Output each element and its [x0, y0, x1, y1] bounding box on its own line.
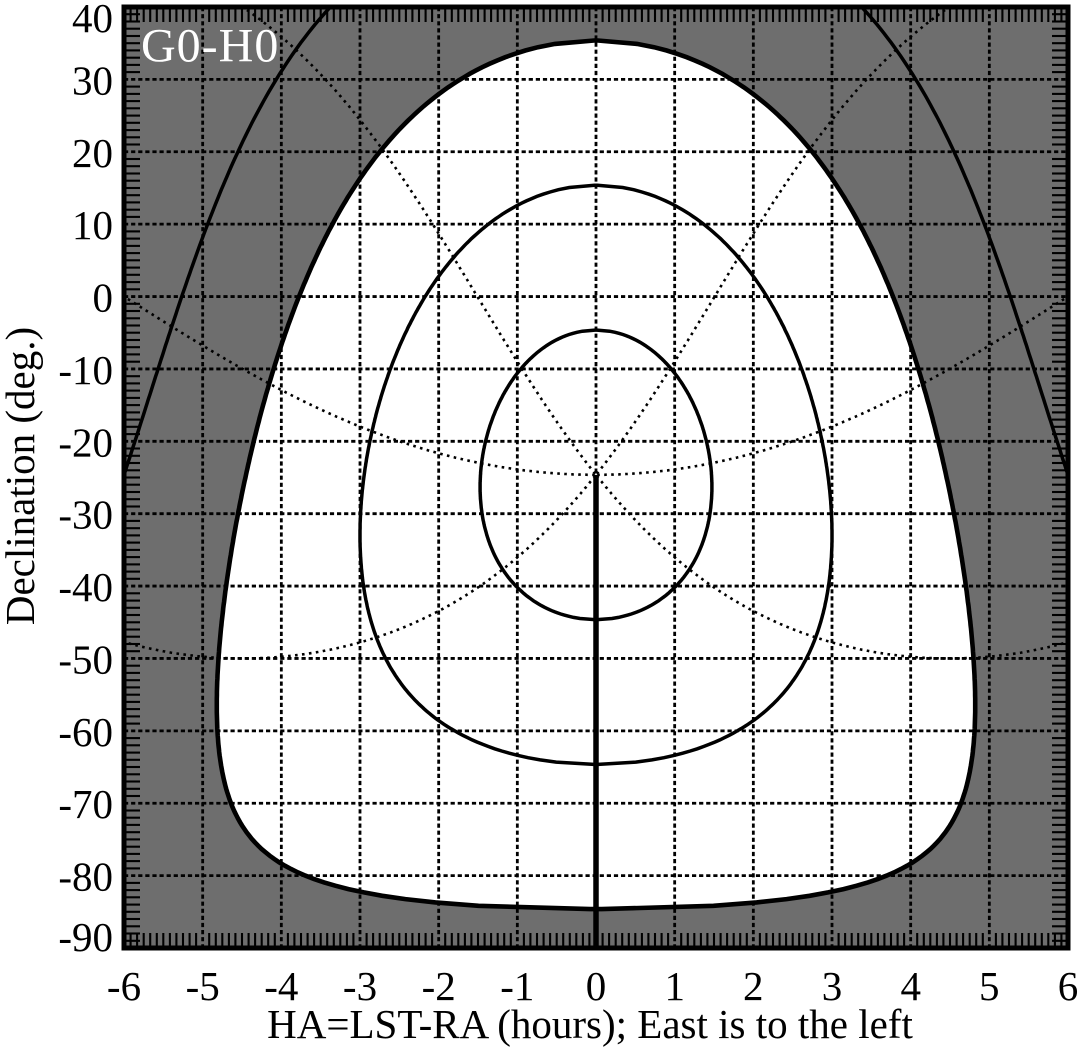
x-axis-title: HA=LST-RA (hours); East is to the left — [267, 1001, 913, 1047]
y-tick-label: 10 — [72, 202, 113, 248]
y-axis-title: Declination (deg.) — [0, 326, 43, 626]
x-tick-label: -5 — [186, 963, 220, 1009]
y-tick-label: 30 — [72, 57, 113, 103]
y-tick-labels: 40 30 20 10 0 -10 -20 -30 -40 -50 -60 -70 -80 -90 — [58, 0, 113, 960]
y-tick-label: -80 — [58, 854, 113, 900]
y-tick-label: 0 — [93, 275, 114, 321]
minor-ticks — [126, 9, 1066, 946]
y-tick-label: 40 — [72, 0, 113, 41]
y-tick-label: -30 — [58, 492, 113, 538]
x-tick-label: 0 — [586, 963, 607, 1009]
y-tick-label: -50 — [58, 637, 113, 683]
y-tick-label: -90 — [58, 914, 113, 960]
baseline-label: G0-H0 — [141, 19, 280, 73]
x-tick-label: -3 — [343, 963, 377, 1009]
y-tick-label: -10 — [58, 347, 113, 393]
x-tick-label: 5 — [979, 963, 1000, 1009]
plot-frame — [121, 4, 1071, 951]
x-tick-label: -1 — [500, 963, 534, 1009]
y-tick-label: -40 — [58, 564, 113, 610]
x-tick-label: -6 — [107, 963, 141, 1009]
y-tick-label: 20 — [72, 130, 113, 176]
azimuth-curves — [124, 7, 1068, 660]
x-tick-label: 2 — [743, 963, 764, 1009]
x-tick-label: 1 — [664, 963, 685, 1009]
x-tick-label: 3 — [822, 963, 843, 1009]
y-tick-label: -60 — [58, 709, 113, 755]
x-tick-label: 6 — [1058, 963, 1078, 1009]
x-tick-labels: -6 -5 -4 -3 -2 -1 0 1 2 3 4 5 6 — [107, 963, 1078, 1009]
x-tick-label: -4 — [264, 963, 298, 1009]
y-tick-label: -70 — [58, 781, 113, 827]
x-tick-label: 4 — [900, 963, 921, 1009]
y-tick-label: -20 — [58, 419, 113, 465]
x-tick-label: -2 — [422, 963, 456, 1009]
